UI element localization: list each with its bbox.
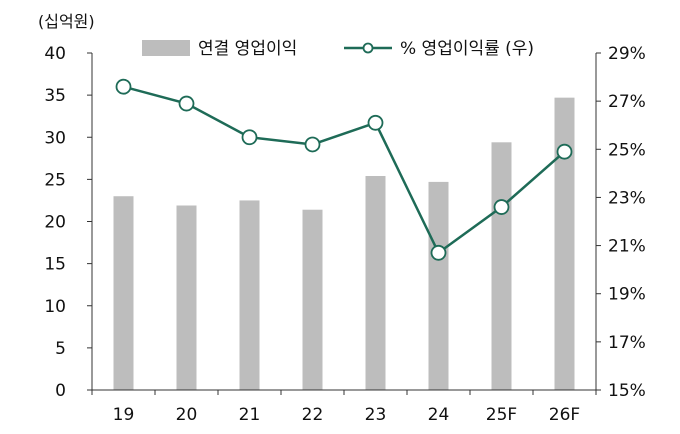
left-tick-label: 10 xyxy=(44,297,66,317)
x-tick-label: 26F xyxy=(549,405,580,425)
right-tick-label: 25% xyxy=(608,140,646,160)
x-tick-label: 24 xyxy=(428,405,450,425)
right-tick-label: 15% xyxy=(608,381,646,401)
bar-23 xyxy=(365,176,386,390)
right-axis-ticks: 15% 17% 19% 21% 23% 25% 27% 29% xyxy=(596,44,646,401)
left-tick-label: 40 xyxy=(44,44,66,64)
x-axis-ticks: 19 20 21 22 23 24 25F 26F xyxy=(91,390,597,425)
left-tick-label: 5 xyxy=(55,339,66,359)
right-tick-label: 19% xyxy=(608,285,646,305)
line-series xyxy=(115,78,573,261)
bar-21 xyxy=(239,200,260,390)
x-tick-label: 19 xyxy=(113,405,135,425)
bar-series xyxy=(113,97,575,390)
left-axis-ticks: 0 5 10 15 20 25 30 35 40 xyxy=(44,44,92,401)
legend: 연결 영업이익 % 영업이익률 (우) xyxy=(142,39,534,59)
x-tick-label: 20 xyxy=(176,405,198,425)
left-tick-label: 30 xyxy=(44,128,66,148)
right-tick-label: 21% xyxy=(608,237,646,257)
bar-19 xyxy=(113,196,134,390)
bar-24 xyxy=(428,181,449,390)
margin-point-26F xyxy=(556,143,573,160)
margin-point-24 xyxy=(430,244,447,261)
legend-bar-swatch xyxy=(142,40,190,56)
x-tick-label: 25F xyxy=(486,405,517,425)
margin-point-20 xyxy=(178,95,195,112)
bar-22 xyxy=(302,209,323,390)
legend-line-label: % 영업이익률 (우) xyxy=(400,39,534,59)
left-tick-label: 25 xyxy=(44,170,66,190)
right-tick-label: 29% xyxy=(608,44,646,64)
axes xyxy=(91,53,597,391)
left-tick-label: 0 xyxy=(55,381,66,401)
bar-26F xyxy=(554,97,575,390)
x-tick-label: 22 xyxy=(302,405,324,425)
margin-line xyxy=(123,85,566,255)
bar-25F xyxy=(491,142,512,390)
margin-point-21 xyxy=(241,129,258,146)
left-tick-label: 15 xyxy=(44,255,66,275)
margin-point-25F xyxy=(493,199,510,215)
bar-20 xyxy=(176,205,197,390)
legend-bar-label: 연결 영업이익 xyxy=(198,39,297,59)
margin-point-19 xyxy=(115,78,132,95)
left-tick-label: 20 xyxy=(44,213,66,233)
margin-point-23 xyxy=(367,114,384,131)
right-tick-label: 17% xyxy=(608,333,646,353)
x-tick-label: 21 xyxy=(239,405,261,425)
left-axis-unit-label: (십억원) xyxy=(38,12,95,31)
x-tick-label: 23 xyxy=(365,405,387,425)
right-tick-label: 23% xyxy=(608,188,646,208)
legend-line-marker xyxy=(362,42,374,54)
right-tick-label: 27% xyxy=(608,92,646,112)
margin-point-22 xyxy=(304,136,321,153)
left-tick-label: 35 xyxy=(44,86,66,106)
